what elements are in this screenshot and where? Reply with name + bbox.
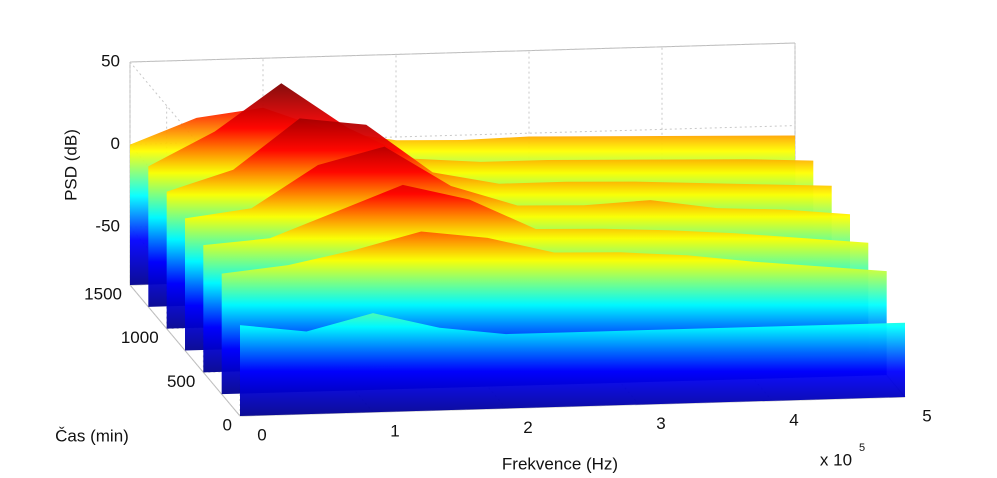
x-tick-label: 2 <box>523 418 532 437</box>
z-tick-label: 0 <box>111 134 120 153</box>
grid-line <box>239 396 906 417</box>
x-tick-label: 0 <box>257 425 266 444</box>
x-tick-label: 3 <box>656 414 665 433</box>
y-tick-label: 500 <box>167 372 195 391</box>
surface-row <box>240 313 905 416</box>
x-axis-label: Frekvence (Hz) <box>502 454 618 473</box>
x-tick-label: 1 <box>390 422 399 441</box>
x-exponent: 5 <box>859 442 865 454</box>
grid-line <box>129 42 796 63</box>
y-tick-label: 1500 <box>84 284 122 303</box>
z-tick-label: -50 <box>95 217 120 236</box>
x-multiplier: x 10 <box>820 450 852 469</box>
x-tick-label: 4 <box>789 410 798 429</box>
y-tick-label: 0 <box>223 415 232 434</box>
x-tick-label: 5 <box>922 406 931 425</box>
z-tick-label: 50 <box>101 51 120 70</box>
y-tick-label: 1000 <box>121 328 159 347</box>
z-axis-label: PSD (dB) <box>61 129 80 201</box>
y-axis-label: Čas (min) <box>55 426 129 445</box>
